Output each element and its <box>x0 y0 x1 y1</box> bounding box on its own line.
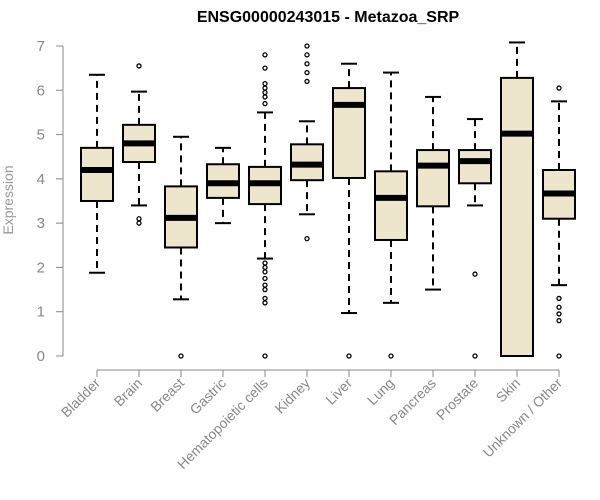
outlier-point <box>388 353 394 359</box>
outlier-point <box>304 69 310 76</box>
iqr-box <box>332 87 366 179</box>
outlier-point <box>556 353 562 359</box>
iqr-box <box>416 149 450 208</box>
outlier-point <box>136 220 142 226</box>
box-unknown-other <box>542 85 576 359</box>
outlier-point <box>304 52 310 58</box>
x-tick-label: Lung <box>364 375 397 408</box>
box-bladder <box>80 73 114 274</box>
outlier-point <box>262 300 268 306</box>
outlier-point <box>262 269 268 275</box>
x-tick-label: Brain <box>111 375 145 409</box>
box-prostate <box>458 118 492 359</box>
outlier-point <box>556 85 562 91</box>
box-gastric <box>206 146 240 225</box>
outlier-point <box>304 43 310 49</box>
iqr-box <box>500 76 534 357</box>
box-breast <box>164 135 198 359</box>
y-ticks: 0 1 2 3 4 5 6 7 <box>37 38 63 365</box>
outlier-point <box>262 85 268 91</box>
outlier-point <box>304 78 310 85</box>
chart-title: ENSG00000243015 - Metazoa_SRP <box>197 9 460 26</box>
outlier-point <box>262 80 268 87</box>
outlier-point <box>262 260 268 266</box>
y-tick-label: 4 <box>37 171 45 188</box>
boxes <box>80 41 576 359</box>
box-lung <box>374 71 408 359</box>
x-tick-label: Skin <box>493 375 524 406</box>
y-tick-label: 7 <box>37 38 45 55</box>
box-skin <box>500 41 534 357</box>
outlier-point <box>136 63 142 69</box>
iqr-box <box>374 170 408 241</box>
y-tick-label: 2 <box>37 259 45 276</box>
y-tick-label: 3 <box>37 215 45 232</box>
outlier-point <box>262 282 268 288</box>
x-tick-label: Breast <box>147 375 187 415</box>
box-brain <box>122 63 156 226</box>
outlier-point <box>262 52 268 58</box>
y-tick-label: 1 <box>37 304 45 321</box>
outlier-point <box>262 275 268 282</box>
iqr-box <box>458 149 492 185</box>
outlier-point <box>262 89 268 96</box>
x-tick-label: Unknown / Other <box>480 375 566 461</box>
box-hematopoietic-cells <box>248 52 282 359</box>
x-tick-label: Pancreas <box>386 375 439 428</box>
outlier-point <box>136 216 142 222</box>
y-tick-label: 5 <box>37 127 45 144</box>
outlier-point <box>472 271 478 277</box>
outlier-point <box>262 264 268 271</box>
x-tick-label: Bladder <box>58 375 104 421</box>
outlier-point <box>346 353 352 359</box>
box-kidney <box>290 43 324 242</box>
x-tick-label: Kidney <box>272 375 314 417</box>
outlier-point <box>304 235 310 242</box>
outlier-point <box>262 100 268 107</box>
x-tick-label: Prostate <box>433 375 481 423</box>
outlier-point <box>262 286 268 293</box>
outlier-point <box>556 317 562 324</box>
outlier-point <box>556 304 562 310</box>
box-pancreas <box>416 95 450 291</box>
outlier-point <box>556 295 562 302</box>
outlier-point <box>262 295 268 302</box>
y-tick-label: 0 <box>37 348 45 365</box>
outlier-point <box>556 311 562 317</box>
outlier-point <box>262 353 268 359</box>
iqr-box <box>80 146 114 203</box>
outlier-point <box>262 65 268 71</box>
box-liver <box>332 62 366 359</box>
outlier-point <box>304 61 310 67</box>
y-tick-label: 6 <box>37 82 45 99</box>
x-tick-label: Liver <box>322 375 355 408</box>
outlier-point <box>178 353 184 359</box>
y-axis-label: Expression <box>0 165 16 234</box>
outlier-point <box>262 94 268 100</box>
outlier-point <box>472 353 478 359</box>
